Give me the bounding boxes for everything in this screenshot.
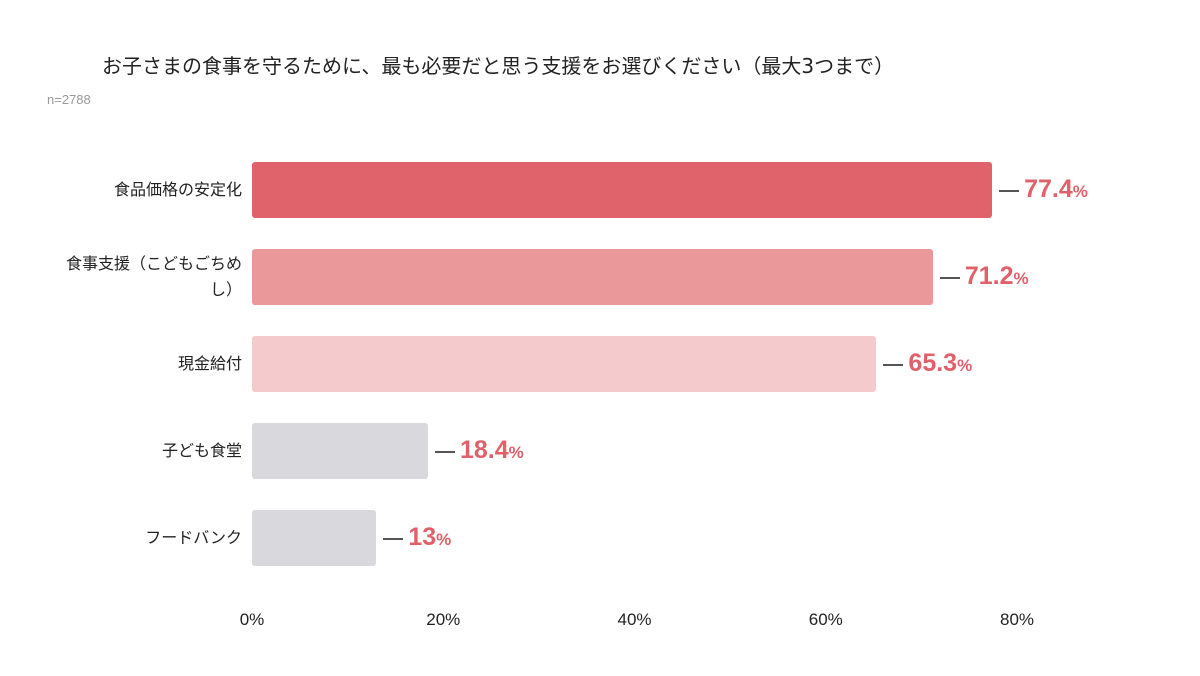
data-label-value: 13 xyxy=(408,523,437,551)
x-tick-label: 40% xyxy=(617,610,652,629)
data-label-value: 65.3 xyxy=(908,349,958,377)
category-label: 子ども食堂 xyxy=(50,423,242,479)
bar xyxy=(252,510,377,566)
leader-line xyxy=(939,277,960,279)
data-label-unit: % xyxy=(1013,269,1029,288)
category-label: フードバンク xyxy=(50,510,242,566)
x-tick-label: 80% xyxy=(999,610,1035,629)
data-label-unit: % xyxy=(957,356,973,375)
data-label-unit: % xyxy=(436,530,452,549)
data-label: 13% xyxy=(408,523,451,552)
x-tick-label: 60% xyxy=(808,610,843,629)
sample-size: n=2788 xyxy=(47,92,91,107)
category-label-text: フードバンク xyxy=(145,528,242,547)
data-label-value: 71.2 xyxy=(964,262,1014,290)
category-label-text: 食事支援（こどもごちめし） xyxy=(65,254,242,299)
category-label-text: 現金給付 xyxy=(177,354,242,373)
bar xyxy=(252,423,428,479)
data-label-value: 77.4 xyxy=(1024,175,1073,203)
data-label-unit: % xyxy=(508,443,524,462)
category-label-text: 食品価格の安定化 xyxy=(113,180,242,199)
category-label: 食事支援（こどもごちめし） xyxy=(50,249,242,305)
bar xyxy=(252,249,933,305)
data-label: 77.4% xyxy=(1024,175,1088,204)
x-tick-label: 0% xyxy=(239,610,265,629)
x-tick-label: 20% xyxy=(426,610,461,629)
data-label-unit: % xyxy=(1072,182,1088,201)
category-label-text: 子ども食堂 xyxy=(161,441,242,460)
leader-line xyxy=(883,364,904,366)
leader-line xyxy=(383,538,404,540)
chart-title: お子さまの食事を守るために、最も必要だと思う支援をお選びください（最大3つまで） xyxy=(102,54,895,78)
bar xyxy=(252,336,877,392)
data-label-value: 18.4 xyxy=(459,436,509,464)
data-label: 18.4% xyxy=(460,436,524,465)
data-label: 71.2% xyxy=(965,262,1029,291)
category-label: 現金給付 xyxy=(50,336,242,392)
category-label: 食品価格の安定化 xyxy=(50,162,242,218)
bar xyxy=(252,162,993,218)
leader-line xyxy=(999,190,1020,192)
leader-line xyxy=(434,451,455,453)
data-label: 65.3% xyxy=(908,349,972,378)
